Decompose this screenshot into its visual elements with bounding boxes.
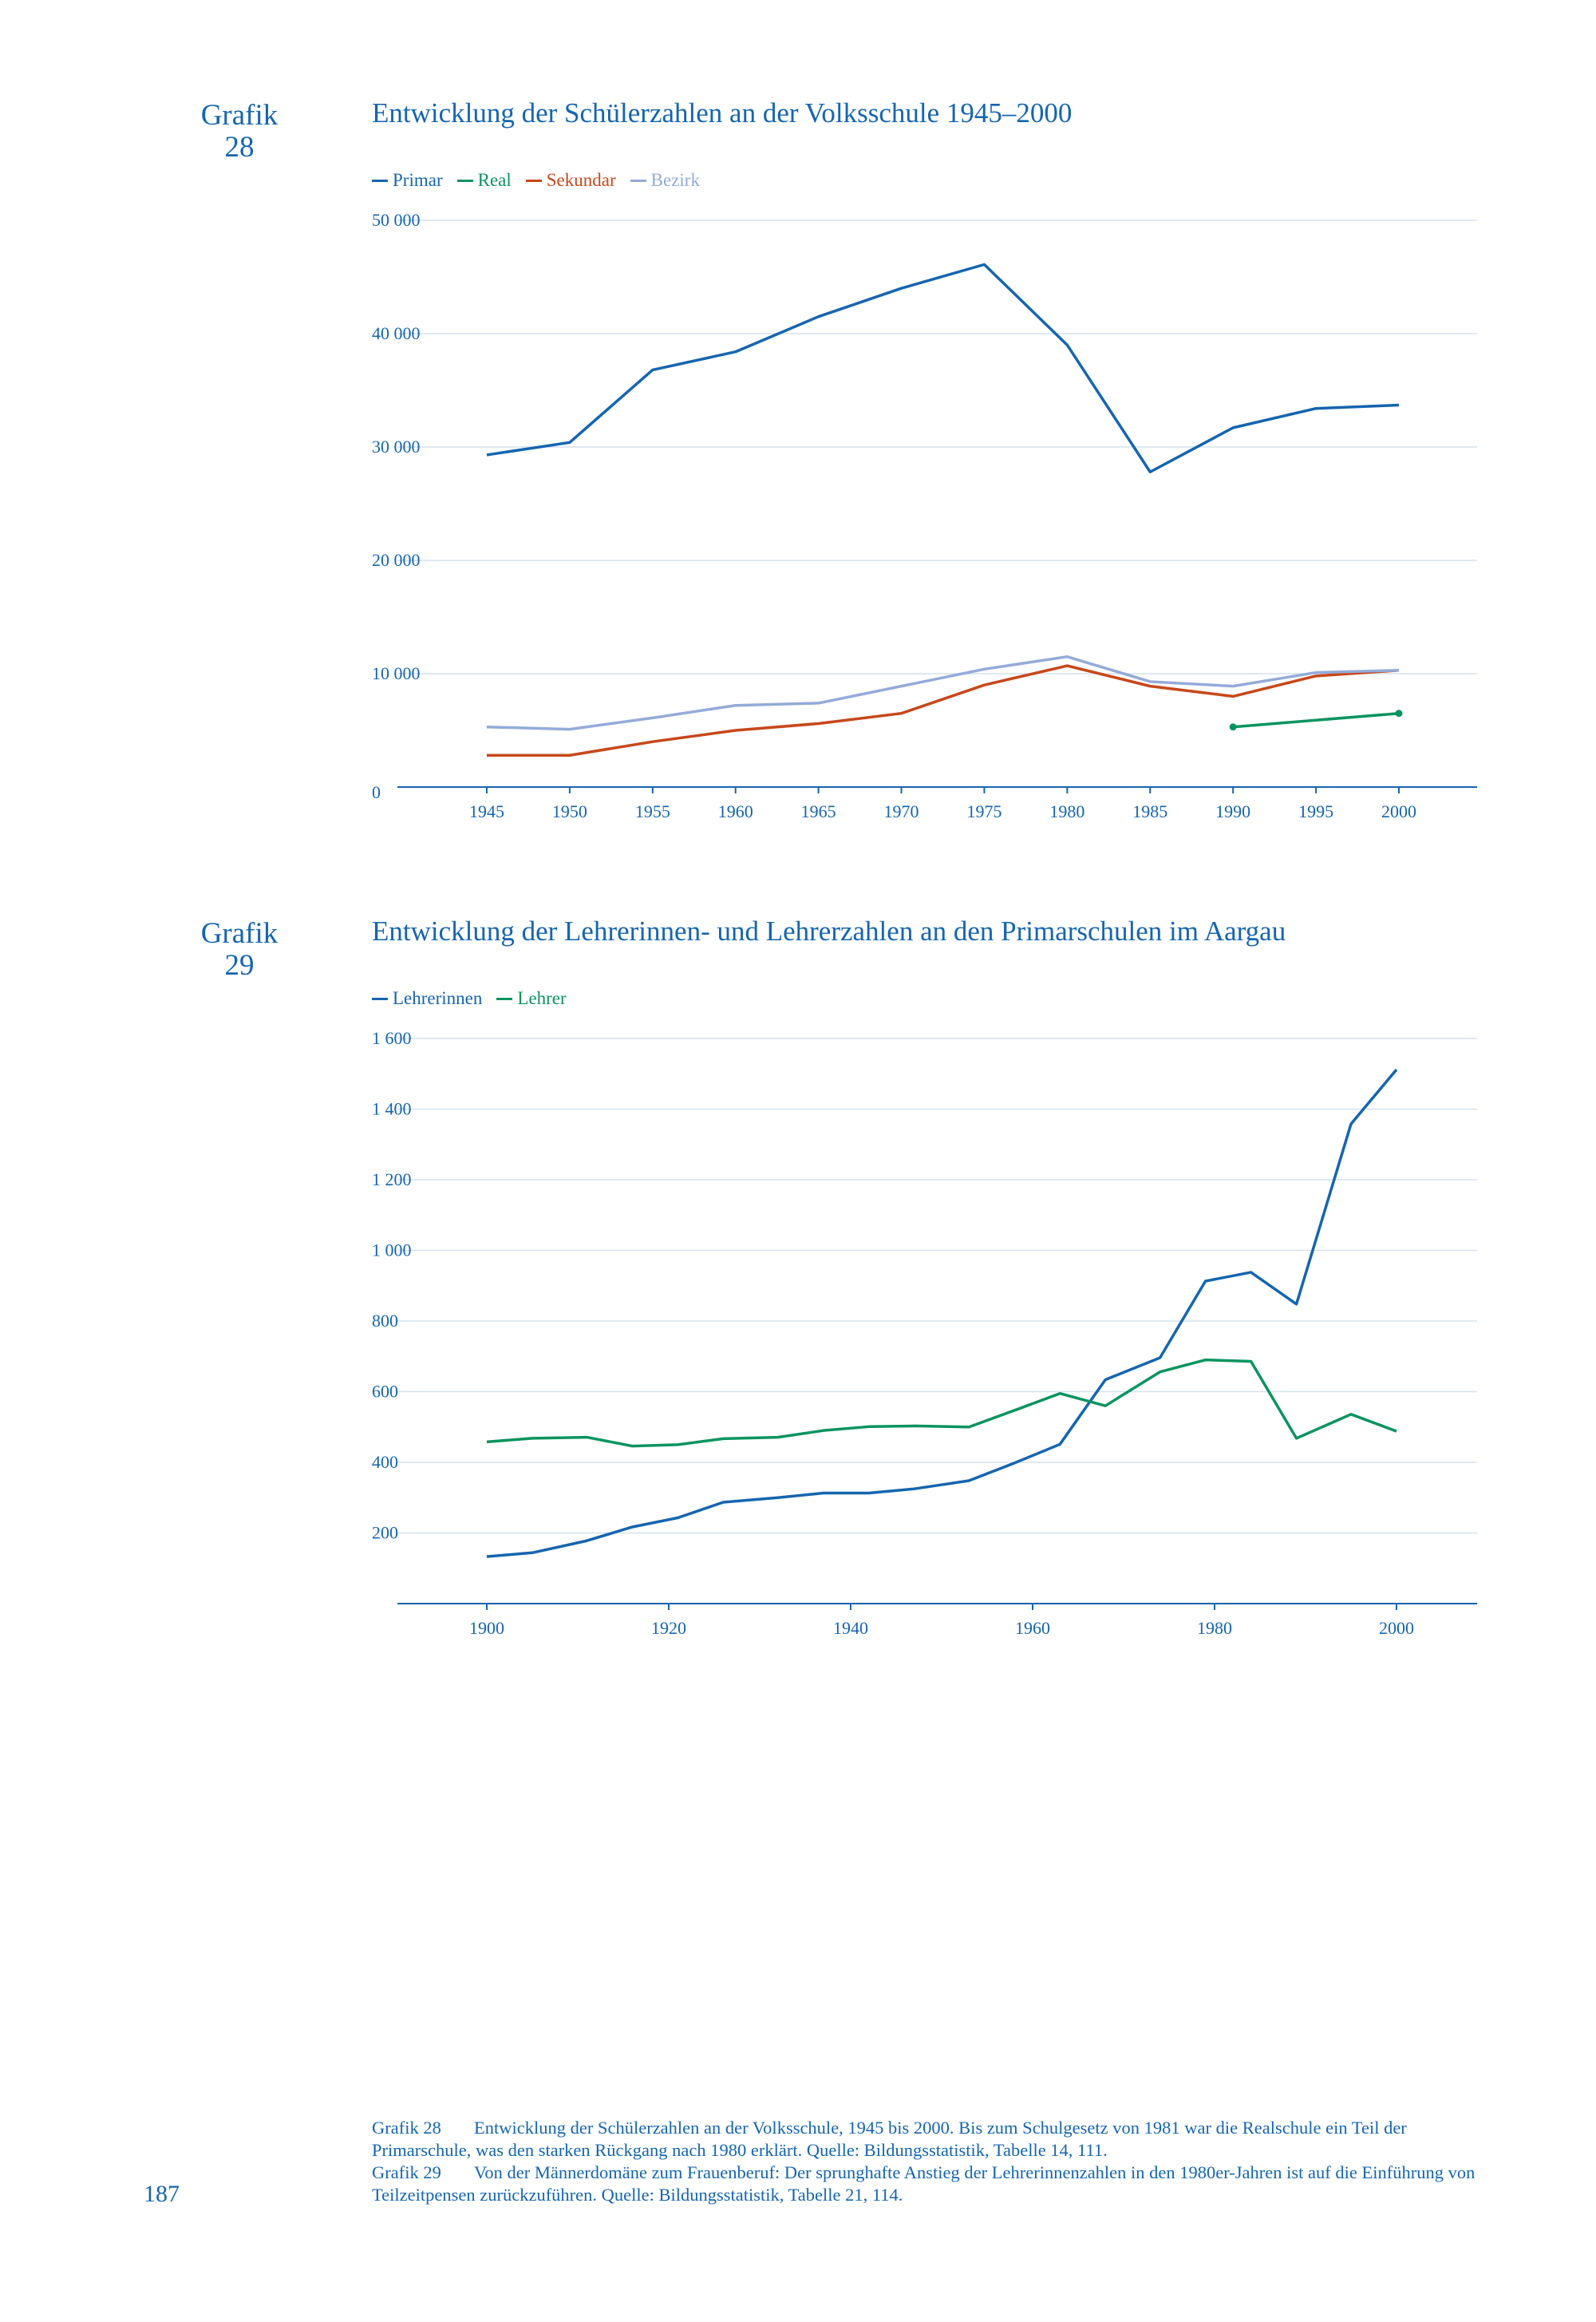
x-tick-label: 1920 <box>651 1618 686 1638</box>
y-tick-label: 1 200 <box>372 1169 412 1189</box>
x-tick-label: 1990 <box>1215 801 1250 821</box>
legend-swatch <box>456 179 473 182</box>
data-point-real <box>1395 710 1403 718</box>
x-tick-label: 1900 <box>469 1618 504 1638</box>
legend-item-real: Real <box>456 170 512 191</box>
legend-item-primar: Primar <box>372 170 443 191</box>
x-tick-label: 1975 <box>966 801 1001 821</box>
x-tick-label: 2000 <box>1379 1618 1414 1638</box>
caption-label: Grafik 29 <box>372 2162 441 2182</box>
legend-item-sekundar: Sekundar <box>525 170 616 191</box>
legend-label: Primar <box>393 170 443 190</box>
series-line-lehrerinnen <box>486 1068 1398 1558</box>
legend-28: Primar Real Sekundar Bezirk <box>372 170 700 191</box>
caption-text: Von der Männerdomäne zum Frauenberuf: De… <box>372 2162 1476 2205</box>
y-tick-label: 1 600 <box>372 1028 412 1048</box>
y-tick-label: 1 000 <box>372 1240 412 1260</box>
x-tick-label: 1940 <box>833 1618 868 1638</box>
x-tick-label: 1955 <box>635 801 670 821</box>
x-tick-label: 1950 <box>552 801 587 821</box>
x-tick-label: 1980 <box>1197 1618 1232 1638</box>
legend-item-bezirk: Bezirk <box>630 170 700 191</box>
legend-swatch <box>525 179 542 182</box>
x-tick-label: 1960 <box>718 801 753 821</box>
x-tick-label: 1965 <box>801 801 836 821</box>
figure-label-29: Grafik 29 <box>184 918 295 982</box>
y-tick-label: 200 <box>372 1523 398 1543</box>
y-tick-label: 800 <box>372 1311 398 1331</box>
legend-label: Lehrerinnen <box>393 988 483 1008</box>
y-tick-label: 10 000 <box>372 663 421 683</box>
y-tick-label: 0 <box>372 782 381 802</box>
y-tick-label: 1 400 <box>372 1099 412 1119</box>
legend-label: Sekundar <box>546 170 616 190</box>
legend-swatch <box>496 997 513 1000</box>
legend-swatch <box>372 179 388 182</box>
figure-label-word: Grafik <box>200 99 279 132</box>
y-tick-label: 40 000 <box>372 323 421 343</box>
series-line-real <box>1233 711 1400 729</box>
chart-title-29: Entwicklung der Lehrerinnen- und Lehrerz… <box>372 916 1286 947</box>
data-point-real <box>1229 723 1237 731</box>
y-tick-label: 50 000 <box>372 210 421 230</box>
legend-label: Lehrer <box>517 988 567 1008</box>
caption-text: Entwicklung der Schülerzahlen an der Vol… <box>372 2118 1407 2160</box>
legend-item-lehrer: Lehrer <box>496 988 567 1009</box>
x-tick-label: 1980 <box>1049 801 1084 821</box>
x-tick-label: 1985 <box>1132 801 1167 821</box>
y-tick-label: 600 <box>372 1382 398 1402</box>
legend-label: Real <box>477 170 512 190</box>
chart-title-28: Entwicklung der Schülerzahlen an der Vol… <box>372 97 1073 129</box>
caption-label: Grafik 28 <box>372 2118 441 2138</box>
x-tick-label: 1995 <box>1298 801 1333 821</box>
series-line-lehrer <box>486 1358 1397 1448</box>
figure-label-word: Grafik <box>200 917 279 950</box>
y-tick-label: 30 000 <box>372 437 421 457</box>
x-tick-label: 1960 <box>1015 1618 1050 1638</box>
series-line-primar <box>486 263 1400 473</box>
legend-swatch <box>372 997 388 1000</box>
x-tick-label: 1970 <box>884 801 919 821</box>
legend-item-lehrerinnen: Lehrerinnen <box>372 988 482 1009</box>
caption-28: Grafik 28 Entwicklung der Schülerzahlen a… <box>372 2117 1481 2162</box>
legend-29: Lehrerinnen Lehrer <box>372 988 567 1009</box>
y-tick-label: 400 <box>372 1452 398 1472</box>
figure-number: 29 <box>224 949 255 982</box>
series-line-bezirk <box>486 655 1400 731</box>
series-line-sekundar <box>487 664 1400 757</box>
x-tick-label: 1945 <box>469 801 504 821</box>
caption-29: Grafik 29 Von der Männerdomäne zum Frauen… <box>372 2162 1481 2206</box>
figure-number: 28 <box>224 131 255 164</box>
page-number: 187 <box>144 2181 180 2207</box>
legend-label: Bezirk <box>650 170 700 190</box>
legend-swatch <box>630 179 646 182</box>
figure-label-28: Grafik 28 <box>184 100 295 164</box>
y-tick-label: 20 000 <box>372 550 421 570</box>
x-tick-label: 2000 <box>1381 801 1416 821</box>
